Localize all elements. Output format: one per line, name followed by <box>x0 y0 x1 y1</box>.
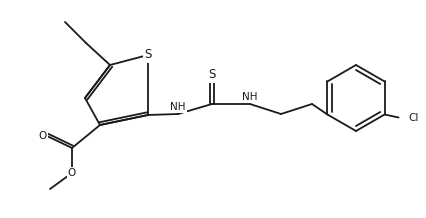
Text: NH: NH <box>242 92 258 102</box>
Text: Cl: Cl <box>409 112 419 123</box>
Text: S: S <box>144 48 152 61</box>
Text: S: S <box>208 68 216 82</box>
Text: O: O <box>68 168 76 178</box>
Text: NH: NH <box>170 102 186 112</box>
Text: O: O <box>39 131 47 141</box>
